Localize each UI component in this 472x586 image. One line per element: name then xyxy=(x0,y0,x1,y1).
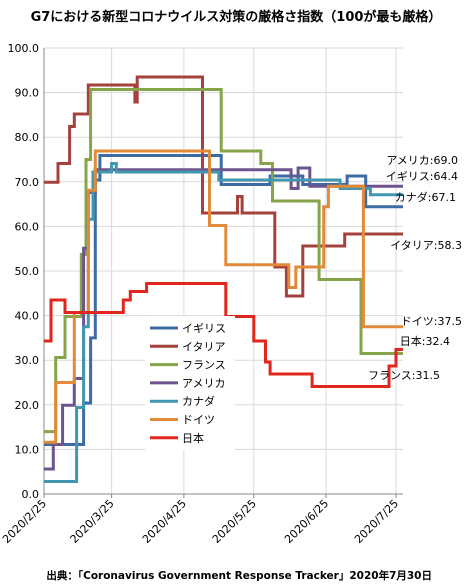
end-label-6: 日本:32.4 xyxy=(400,334,450,348)
legend-label-3: アメリカ xyxy=(182,377,225,390)
series-line-5 xyxy=(44,149,403,444)
y-tick-label: 90.0 xyxy=(15,87,40,100)
legend-label-0: イギリス xyxy=(182,322,226,335)
end-label-4: カナダ:67.1 xyxy=(395,190,456,204)
y-tick-label: 60.0 xyxy=(15,220,40,233)
y-tick-label: 40.0 xyxy=(15,310,40,323)
y-axis: 0.0 10.0 20.0 30.0 40.0 50.0 60.0 70.0 80.0 90.0 1… xyxy=(8,42,45,501)
y-tick-label: 0.0 xyxy=(22,488,40,501)
x-tick-label: 2020/7/25 xyxy=(352,497,401,546)
legend-label-4: カナダ xyxy=(182,394,215,408)
end-label-0: イギリス:64.4 xyxy=(386,170,458,183)
legend-label-2: フランス xyxy=(182,359,226,372)
end-label-5: ドイツ:37.5 xyxy=(401,315,462,328)
series-line-1 xyxy=(44,75,403,298)
y-tick-label: 10.0 xyxy=(15,443,40,456)
end-label-1: イタリア:58.3 xyxy=(390,239,462,252)
x-tick-label: 2020/6/25 xyxy=(282,497,331,546)
x-tick-label: 2020/3/25 xyxy=(68,497,117,546)
x-tick-label: 2020/5/25 xyxy=(210,497,259,546)
legend-label-5: ドイツ xyxy=(182,414,215,427)
y-tick-label: 70.0 xyxy=(15,176,40,189)
series-line-6 xyxy=(44,282,403,388)
x-axis: 2020/2/25 2020/3/25 2020/4/25 2020/5/25 2020… xyxy=(0,493,403,546)
x-tick-label: 2020/2/25 xyxy=(0,497,49,546)
end-label-3: アメリカ:69.0 xyxy=(386,154,458,167)
y-tick-label: 20.0 xyxy=(15,399,40,412)
y-tick-label: 80.0 xyxy=(15,131,40,144)
source-note: 出典：「Coronavirus Government Response Trac… xyxy=(46,569,432,582)
legend-label-1: イタリア xyxy=(182,340,226,353)
chart-title: G7における新型コロナウイルス対策の厳格さ指数（100が最も厳格） xyxy=(31,9,442,25)
x-tick-label: 2020/4/25 xyxy=(140,497,189,546)
y-tick-label: 100.0 xyxy=(8,42,40,55)
series-lines xyxy=(44,75,403,483)
y-tick-label: 50.0 xyxy=(15,265,40,278)
legend-label-6: 日本 xyxy=(182,431,204,445)
end-label-2: フランス:31.5 xyxy=(368,369,440,382)
y-tick-label: 30.0 xyxy=(15,354,40,367)
end-labels: イギリス:64.4 イタリア:58.3 フランス:31.5 アメリカ:69.0 カナダ:… xyxy=(368,154,462,382)
series-line-2 xyxy=(44,88,403,434)
